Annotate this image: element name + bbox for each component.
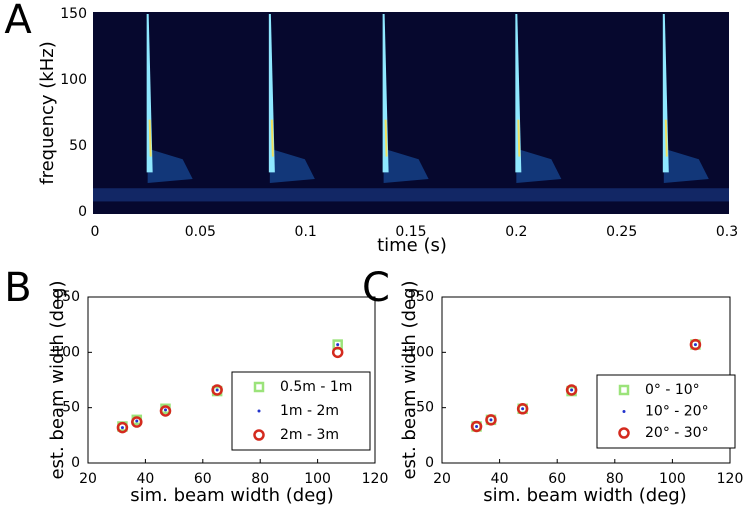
x-tick-label: 120 [362,471,389,487]
x-tick-label: 80 [251,471,269,487]
y-tick-label: 50 [416,400,434,416]
y-axis-label: est. beam width (deg) [399,280,420,479]
x-tick-label: 0.2 [505,224,527,240]
marker-dot [489,418,493,422]
marker-dot [257,409,261,413]
x-tick-label: 0 [91,224,100,240]
y-tick-label: 100 [60,72,87,88]
legend-label: 2m - 3m [280,427,339,443]
call [382,14,389,173]
marker-dot [622,410,626,413]
legend-label: 0° - 10° [645,382,700,398]
marker-circle [516,403,529,415]
y-tick-label: 150 [407,289,434,305]
call [268,14,275,173]
spectrogram-background [93,12,729,214]
echo [516,148,562,183]
y-axis-label: frequency (kHz) [37,41,58,184]
marker-dot [475,424,479,428]
marker-circle [159,405,172,417]
marker-dot [570,388,574,392]
marker-circle [116,421,129,434]
marker-circle [253,429,265,441]
echo [147,148,193,183]
y-tick-label: 0 [425,455,434,471]
plot-frame [87,296,376,464]
call-core [148,119,152,157]
y-tick-label: 50 [62,400,80,416]
x-axis-label: time (s) [377,235,447,256]
marker-circle [211,384,223,396]
x-tick-label: 40 [491,471,509,487]
marker-square [618,384,630,396]
marker-dot [163,408,167,412]
call-core [517,119,521,157]
legend-label: 1m - 2m [280,403,339,419]
marker-circle [331,346,344,359]
x-tick-label: 40 [136,471,154,487]
x-tick-label: 120 [717,471,744,487]
marker-dot [120,426,124,430]
y-tick-label: 100 [53,344,80,360]
marker-dot [693,343,697,347]
y-tick-label: 150 [53,289,80,305]
x-tick-label: 0.25 [606,224,637,240]
x-tick-label: 80 [606,471,624,487]
y-tick-label: 100 [407,344,434,360]
marker-dot [521,407,525,411]
call [146,14,153,173]
marker-circle [565,384,578,396]
echo [383,148,429,183]
x-axis-label: sim. beam width (deg) [483,485,686,506]
y-tick-label: 150 [60,6,87,22]
marker-circle [470,420,483,433]
legend-label: 0.5m - 1m [280,379,352,395]
marker-dot [336,343,340,347]
x-tick-label: 20 [79,471,97,487]
marker-circle [485,414,497,426]
x-tick-label: 60 [194,471,212,487]
panel-label: C [362,265,390,311]
x-tick-label: 0.3 [716,224,738,240]
x-tick-label: 20 [433,471,451,487]
echo [663,148,709,183]
x-axis-label: sim. beam width (deg) [130,485,333,506]
x-tick-label: 0.05 [185,224,216,240]
call [662,14,669,173]
legend-label: 20° - 30° [645,425,709,441]
y-tick-label: 50 [69,138,87,154]
x-tick-label: 100 [659,471,686,487]
call-core [664,119,668,157]
echo [269,148,315,183]
call-core [270,119,274,157]
x-tick-label: 0.15 [395,224,426,240]
x-tick-label: 100 [304,471,331,487]
noise-band [93,188,729,202]
x-tick-label: 60 [548,471,566,487]
y-tick-label: 0 [71,455,80,471]
call-core [384,119,388,157]
marker-square [253,381,265,393]
panel-label: B [4,265,31,311]
marker-circle [131,416,143,428]
marker-circle [618,427,630,439]
x-tick-label: 0.1 [295,224,317,240]
y-axis-label: est. beam width (deg) [47,280,68,479]
marker-circle [689,338,702,351]
marker-dot [215,388,219,392]
marker-dot [135,419,139,423]
panel-label: A [4,0,32,43]
call [515,14,522,173]
y-tick-label: 0 [78,204,87,220]
legend-label: 10° - 20° [645,404,709,420]
